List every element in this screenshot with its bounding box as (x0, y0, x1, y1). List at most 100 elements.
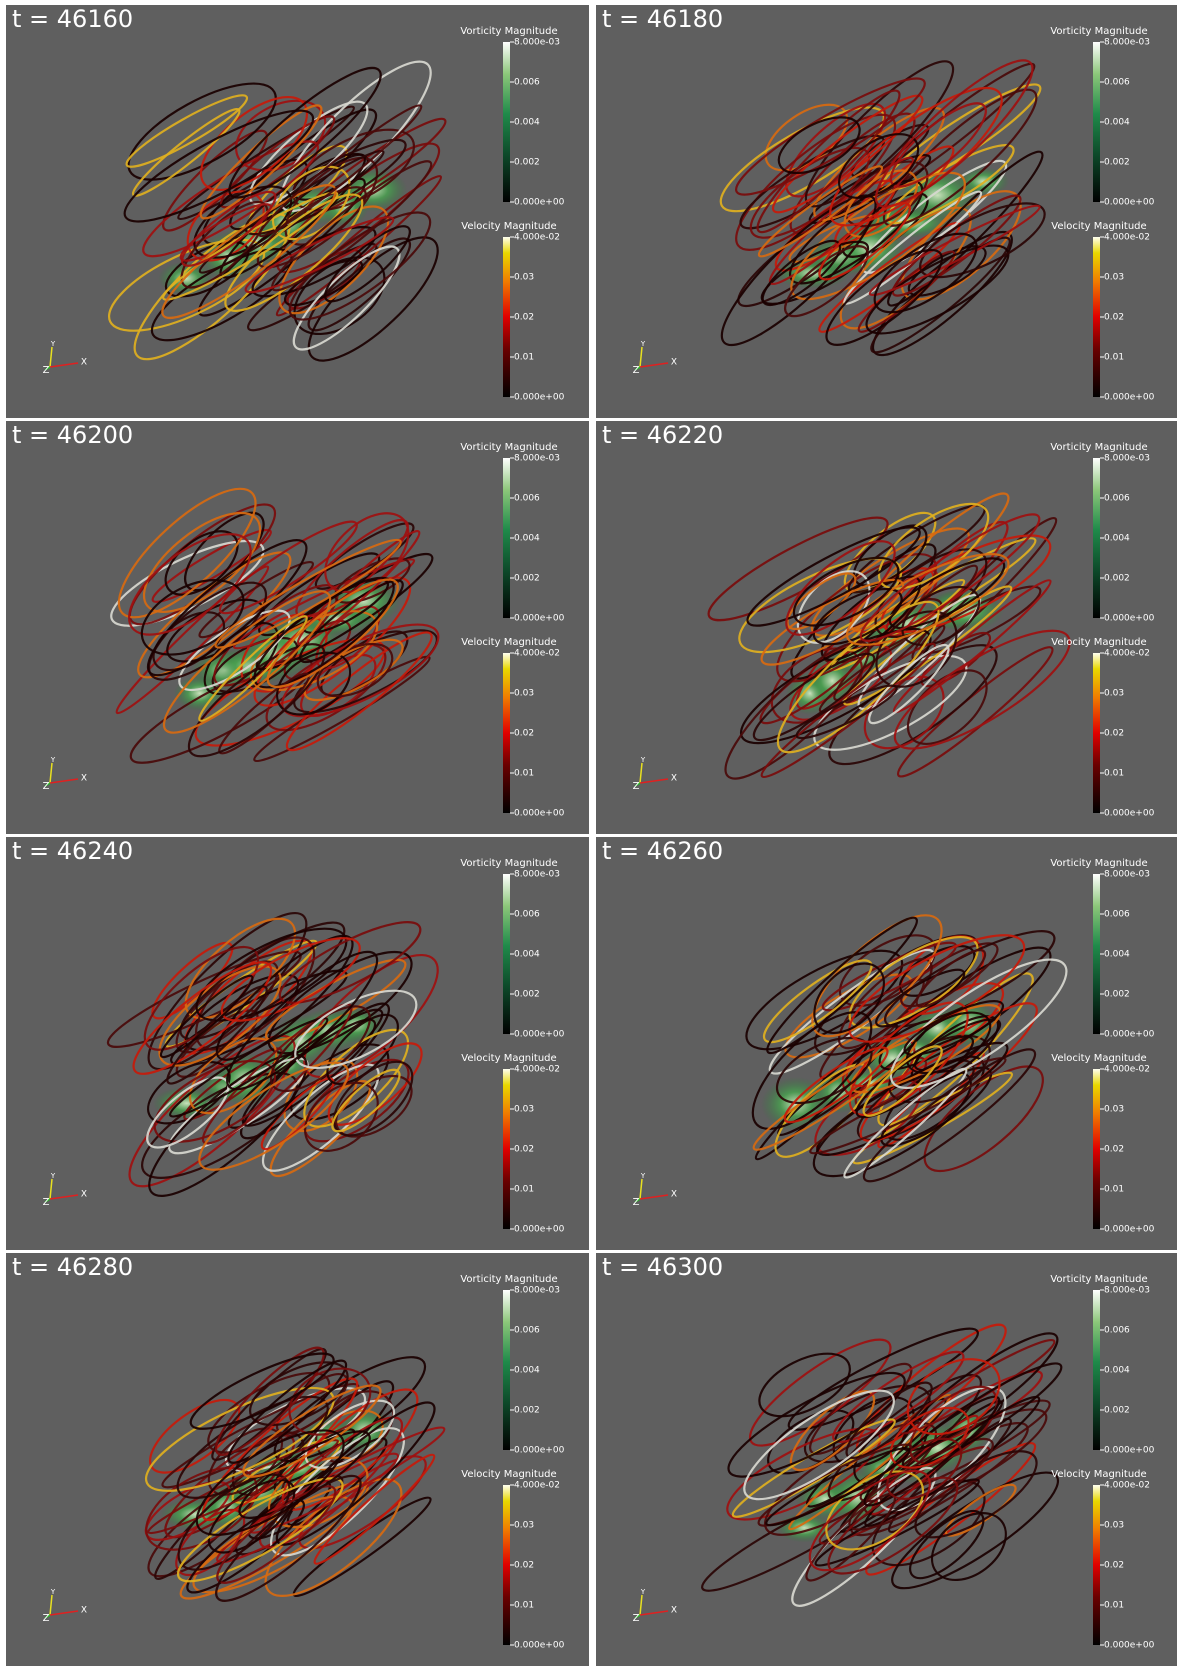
colorbar-tick-label: 0.000e+00 (514, 809, 565, 819)
colorbar-tick-label: 0.006 (514, 1326, 540, 1336)
colorbar-tick-label: 0.01 (1104, 1185, 1124, 1195)
colorbar-tick-label: 4.000e-02 (514, 1065, 560, 1075)
axis-y (640, 347, 642, 367)
colorbar-tick-label: 8.000e-03 (1104, 454, 1150, 464)
colorbar-tick-label: 0.03 (1104, 1521, 1124, 1531)
axis-label: Z (633, 781, 640, 792)
colorbar-tick-label: 0.006 (514, 78, 540, 88)
colorbar-tick-label: 0.02 (514, 1145, 534, 1155)
colorbar-title: Vorticity Magnitude (1050, 26, 1147, 37)
colorbar-tick-label: 8.000e-03 (514, 454, 560, 464)
colorbar-tick-label: 0.002 (514, 1406, 540, 1416)
colorbar-tick-label: 0.03 (514, 1521, 534, 1531)
colorbar (503, 1069, 510, 1229)
colorbar-tick-label: 0.03 (514, 273, 534, 283)
axis-label: X (671, 1190, 677, 1200)
colorbar-tick-label: 0.01 (514, 353, 534, 363)
colorbar-tick-label: 0.006 (514, 494, 540, 504)
render-panel: t = 46180 Vorticity Magnitude8.000e-03 0.0… (596, 5, 1177, 418)
axis-label: Y (50, 1172, 56, 1180)
axis-label: Z (43, 365, 50, 376)
colorbar-tick-label: 0.03 (1104, 1105, 1124, 1115)
colorbar-tick-label: 0.004 (514, 118, 540, 128)
colorbar-tick-label: 0.006 (1104, 78, 1130, 88)
axis-label: Y (640, 340, 646, 348)
colorbar-tick-label: 0.006 (1104, 1326, 1130, 1336)
axis-x (50, 1611, 78, 1615)
render-panel: t = 46280Vorticity Magnitude8.000e-030.0… (6, 1253, 589, 1666)
axis-label: X (671, 1606, 677, 1616)
colorbar-title: Velocity Magnitude (461, 637, 556, 648)
axis-y (50, 763, 52, 783)
colorbar-tick-label: 0.006 (1104, 910, 1130, 920)
colorbar-tick-label: 0.000e+00 (1104, 198, 1155, 208)
colorbar-tick-label: 0.000e+00 (1104, 1030, 1155, 1040)
colorbar-tick-label: 8.000e-03 (1104, 1286, 1150, 1296)
colorbar-tick-label: 0.002 (1104, 990, 1130, 1000)
colorbar-tick-label: 0.000e+00 (1104, 809, 1155, 819)
axis-label: Y (640, 1172, 646, 1180)
colorbar-title: Velocity Magnitude (1051, 221, 1146, 232)
colorbar-tick-label: 0.002 (514, 990, 540, 1000)
axis-x (50, 363, 78, 367)
axis-label: Y (50, 756, 56, 764)
colorbar-tick-label: 0.03 (1104, 273, 1124, 283)
colorbar-tick-label: 0.004 (1104, 950, 1130, 960)
colorbar-tick-label: 0.01 (1104, 1601, 1124, 1611)
time-title: t = 46300 (602, 1253, 723, 1281)
axis-label: X (81, 358, 87, 368)
axis-label: Z (633, 1197, 640, 1208)
colorbar (1093, 237, 1100, 397)
colorbar-tick-label: 8.000e-03 (1104, 38, 1150, 48)
time-title: t = 46160 (12, 5, 133, 33)
colorbar-tick-label: 8.000e-03 (514, 38, 560, 48)
axis-y (50, 1595, 52, 1615)
axis-label: Z (633, 365, 640, 376)
colorbar-tick-label: 4.000e-02 (1104, 1065, 1150, 1075)
colorbar-tick-label: 8.000e-03 (514, 870, 560, 880)
time-title: t = 46280 (12, 1253, 133, 1281)
streamline (128, 495, 276, 629)
time-title: t = 46200 (12, 421, 133, 449)
colorbar-tick-label: 0.000e+00 (1104, 1225, 1155, 1235)
colorbar-tick-label: 4.000e-02 (1104, 1481, 1150, 1491)
colorbar-tick-label: 8.000e-03 (1104, 870, 1150, 880)
colorbar-tick-label: 0.006 (514, 910, 540, 920)
colorbar-tick-label: 0.02 (514, 313, 534, 323)
colorbar-tick-label: 0.000e+00 (514, 1225, 565, 1235)
colorbar (1093, 1485, 1100, 1645)
axis-y (640, 763, 642, 783)
colorbar-tick-label: 0.02 (514, 1561, 534, 1571)
colorbar (1093, 1069, 1100, 1229)
axis-label: X (671, 358, 677, 368)
colorbar-tick-label: 0.004 (514, 1366, 540, 1376)
colorbar-tick-label: 0.01 (514, 769, 534, 779)
colorbar-tick-label: 0.002 (514, 574, 540, 584)
colorbar-title: Vorticity Magnitude (1050, 1274, 1147, 1285)
streamline (919, 1499, 1018, 1593)
axis-y (50, 347, 52, 367)
colorbar-tick-label: 0.000e+00 (1104, 614, 1155, 624)
render-panel: t = 46300 Vorticity Magnitude8.000e-03 0.0… (596, 1253, 1177, 1666)
time-title: t = 46180 (602, 5, 723, 33)
colorbar-tick-label: 0.004 (1104, 1366, 1130, 1376)
colorbar-tick-label: 0.000e+00 (514, 393, 565, 403)
colorbar-tick-label: 0.002 (1104, 574, 1130, 584)
colorbar-title: Vorticity Magnitude (1050, 442, 1147, 453)
colorbar (503, 237, 510, 397)
colorbar-tick-label: 4.000e-02 (514, 649, 560, 659)
colorbar-tick-label: 0.03 (514, 689, 534, 699)
axis-label: Z (43, 781, 50, 792)
colorbar-tick-label: 0.01 (1104, 353, 1124, 363)
colorbar-tick-label: 4.000e-02 (1104, 649, 1150, 659)
time-title: t = 46260 (602, 837, 723, 865)
colorbar-tick-label: 0.02 (1104, 1145, 1124, 1155)
axis-label: Y (640, 756, 646, 764)
streamline (224, 87, 337, 185)
render-panel: t = 46260Vorticity Magnitude8.000e-030.0… (596, 837, 1177, 1250)
axis-x (50, 779, 78, 783)
page: t = 46160Vorticity Magnitude8.000e-030.0… (0, 0, 1177, 1668)
colorbar-tick-label: 0.02 (514, 729, 534, 739)
axis-x (640, 363, 668, 367)
colorbar-title: Vorticity Magnitude (460, 1274, 557, 1285)
